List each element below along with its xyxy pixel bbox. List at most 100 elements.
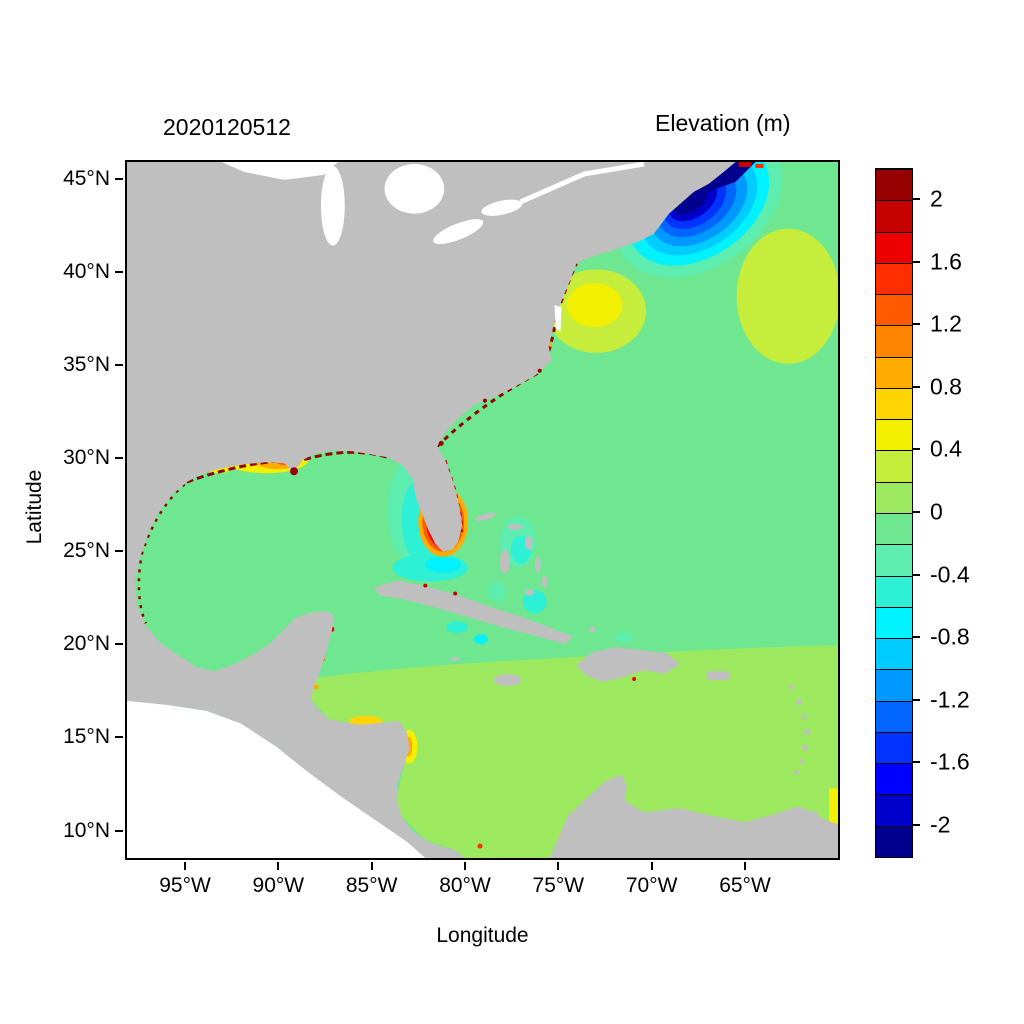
y-tick-mark [115, 177, 123, 180]
colorbar-tick-label: 1.6 [930, 248, 962, 275]
y-tick-label: 15°N [63, 725, 110, 749]
colorbar-tick-mark [913, 385, 920, 388]
y-tick-label: 30°N [63, 446, 110, 470]
x-tick-mark [743, 862, 746, 870]
x-tick-mark [184, 862, 186, 870]
y-tick-label: 40°N [63, 259, 110, 283]
colorbar-segment [876, 419, 912, 451]
map-plot-area [125, 160, 840, 860]
lakes [221, 162, 645, 332]
hispaniola-island [576, 647, 680, 683]
colorbar-tick-label: -1.2 [930, 686, 970, 713]
trinidad-island [805, 811, 819, 822]
x-tick-label: 65°W [719, 874, 771, 897]
colorbar-segment [876, 763, 912, 795]
x-tick-mark [650, 862, 653, 870]
colorbar-tick-label: -0.8 [930, 623, 970, 650]
y-tick-mark [115, 457, 123, 460]
colorbar-segment [876, 450, 912, 482]
colorbar-segment [876, 262, 912, 295]
colorbar-tick-mark [913, 448, 920, 451]
colorbar-tick-label: -2 [930, 811, 951, 838]
colorbar-segment [876, 294, 912, 326]
colorbar-tick-label: 0.4 [930, 435, 962, 462]
colorbar-tick-label: 0 [930, 498, 943, 525]
colorbar-tick-mark [913, 636, 920, 639]
x-tick-mark [277, 862, 280, 870]
colorbar-segment [876, 731, 912, 764]
x-tick-label: 75°W [532, 874, 585, 897]
colorbar-tick-mark [913, 198, 920, 201]
y-tick-label: 25°N [63, 539, 110, 563]
colorbar-tick-label: 0.8 [930, 373, 962, 400]
colorbar-tick-mark [913, 698, 920, 701]
x-tick-mark [463, 862, 466, 870]
colorbar-tick-mark [913, 761, 920, 764]
y-tick-label: 10°N [63, 818, 110, 842]
colorbar-title: Elevation (m) [655, 110, 791, 136]
north-america-landmass [127, 162, 736, 858]
x-tick-mark [370, 862, 373, 870]
colorbar-segment [876, 700, 912, 732]
lake-michigan [320, 165, 345, 246]
colorbar-tick-mark [913, 573, 920, 576]
colorbar-segment [876, 169, 912, 201]
colorbar-segment [876, 356, 912, 388]
puerto-rico-island [706, 671, 730, 681]
x-tick-label: 95°W [159, 874, 211, 897]
coastal-extremes [290, 162, 764, 849]
x-tick-label: 70°W [625, 874, 678, 897]
colorbar-segment [876, 513, 912, 545]
colorbar-tick-mark [913, 823, 920, 826]
y-tick-label: 35°N [63, 352, 110, 376]
colorbar-tick-label: 1.2 [930, 310, 962, 337]
timestamp-title: 2020120512 [163, 114, 291, 140]
x-tick-mark [557, 862, 560, 870]
land-masses [127, 162, 838, 858]
islands [373, 512, 819, 822]
caribbean-positive-band [310, 645, 838, 858]
colorbar-tick-label: -1.6 [930, 748, 970, 775]
mississippi-delta-high [290, 467, 299, 476]
cuba-island [373, 580, 573, 645]
colorbar-segment [876, 200, 912, 232]
jamaica-island [493, 674, 522, 686]
colorbar-segment [876, 606, 912, 639]
colorbar-tick-mark [913, 260, 920, 263]
south-america-landmass [549, 774, 838, 858]
chesapeake-bay [554, 305, 562, 332]
x-tick-label: 85°W [345, 874, 398, 897]
colorbar-segment [876, 575, 912, 607]
y-tick-mark [115, 270, 123, 273]
y-tick-mark [115, 550, 123, 553]
elevation-map [127, 162, 838, 858]
colorbar-segment [876, 231, 912, 263]
x-tick-label: 90°W [252, 874, 305, 897]
colorbar-segment [876, 387, 912, 420]
colorbar-segment [876, 669, 912, 701]
colorbar-segment [876, 481, 912, 513]
y-tick-label: 45°N [63, 166, 110, 190]
colorbar-segment [876, 825, 912, 857]
colorbar-tick-mark [913, 511, 920, 513]
x-tick-label: 80°W [439, 874, 491, 897]
y-tick-label: 20°N [63, 632, 110, 656]
colorbar-tick-label: 2 [930, 185, 943, 212]
lake-huron [384, 163, 445, 214]
lake-ontario [481, 199, 523, 216]
colorbar-segment [876, 638, 912, 670]
colorbar-tick-label: -0.4 [930, 561, 970, 588]
x-axis-label: Longitude [436, 924, 529, 947]
pacific-no-data-region [127, 700, 426, 858]
y-tick-mark [115, 643, 123, 646]
lake-erie [433, 219, 484, 245]
st-lawrence-river [519, 162, 645, 205]
y-tick-mark [115, 363, 123, 366]
colorbar-tick-mark [913, 323, 920, 326]
lake-superior [221, 162, 338, 180]
colorbar [875, 168, 913, 858]
y-tick-mark [115, 829, 123, 832]
colorbar-segment [876, 325, 912, 357]
colorbar-segment [876, 794, 912, 826]
